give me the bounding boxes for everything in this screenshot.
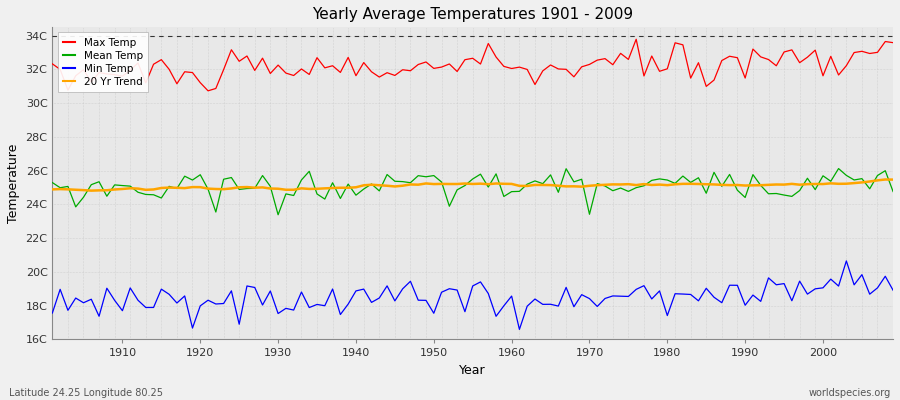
Text: worldspecies.org: worldspecies.org bbox=[809, 388, 891, 398]
Title: Yearly Average Temperatures 1901 - 2009: Yearly Average Temperatures 1901 - 2009 bbox=[312, 7, 634, 22]
Y-axis label: Temperature: Temperature bbox=[7, 144, 20, 223]
X-axis label: Year: Year bbox=[459, 364, 486, 377]
Text: Latitude 24.25 Longitude 80.25: Latitude 24.25 Longitude 80.25 bbox=[9, 388, 163, 398]
Legend: Max Temp, Mean Temp, Min Temp, 20 Yr Trend: Max Temp, Mean Temp, Min Temp, 20 Yr Tre… bbox=[58, 32, 148, 92]
